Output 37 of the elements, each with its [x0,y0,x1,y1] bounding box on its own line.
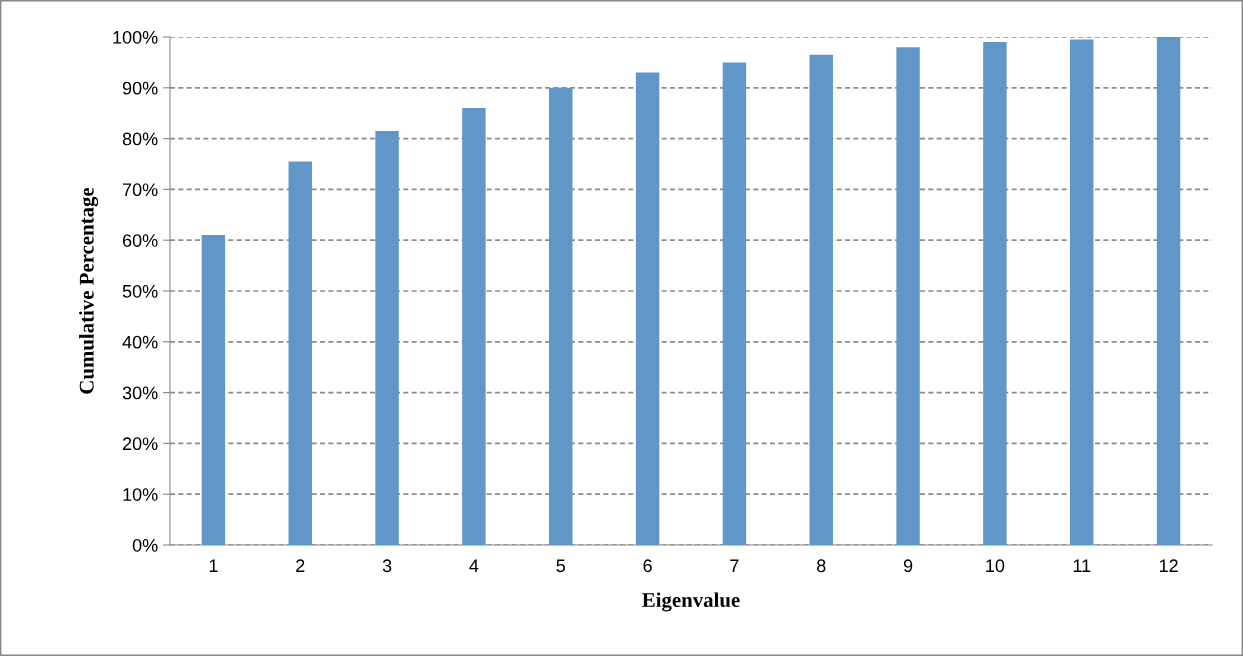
bar [1070,39,1094,545]
bar [1156,37,1181,545]
bar [549,87,573,545]
y-tick-label: 40% [122,335,158,349]
x-tick-label: 11 [1073,559,1091,572]
bar [896,47,920,545]
y-tick-label: 10% [123,488,158,501]
y-tick-label: 20% [122,437,158,451]
bar [288,161,312,545]
x-tick-label: 6 [643,559,652,573]
bar [722,62,747,545]
y-tick-label: 90% [122,81,158,95]
y-tick-label: 60% [122,234,158,247]
y-tick-label: 30% [122,386,158,400]
y-axis-title: Cumulative Percentage [79,187,99,394]
x-tick-label: 3 [382,559,392,573]
bar [375,130,399,545]
bar [462,108,486,545]
y-tick-label: 70% [122,183,158,197]
x-tick-label: 4 [469,559,479,572]
y-tick-label: 80% [122,132,158,146]
x-tick-label: 5 [556,559,566,573]
x-tick-label: 10 [986,559,1005,573]
x-axis-title: Eigenvalue [642,592,740,612]
y-tick-label: 50% [122,284,158,298]
x-tick-label: 1 [209,559,218,572]
y-tick-label: 0% [132,538,158,552]
x-tick-label: 8 [817,559,826,573]
x-tick-label: 9 [903,559,913,573]
bar [635,72,660,545]
x-tick-label: 12 [1159,559,1178,572]
x-tick-label: 2 [296,559,305,572]
x-tick-label: 7 [730,559,739,572]
y-tick-label: 100% [113,30,158,44]
bar [201,235,226,545]
bar [809,54,833,545]
bar [983,42,1007,545]
